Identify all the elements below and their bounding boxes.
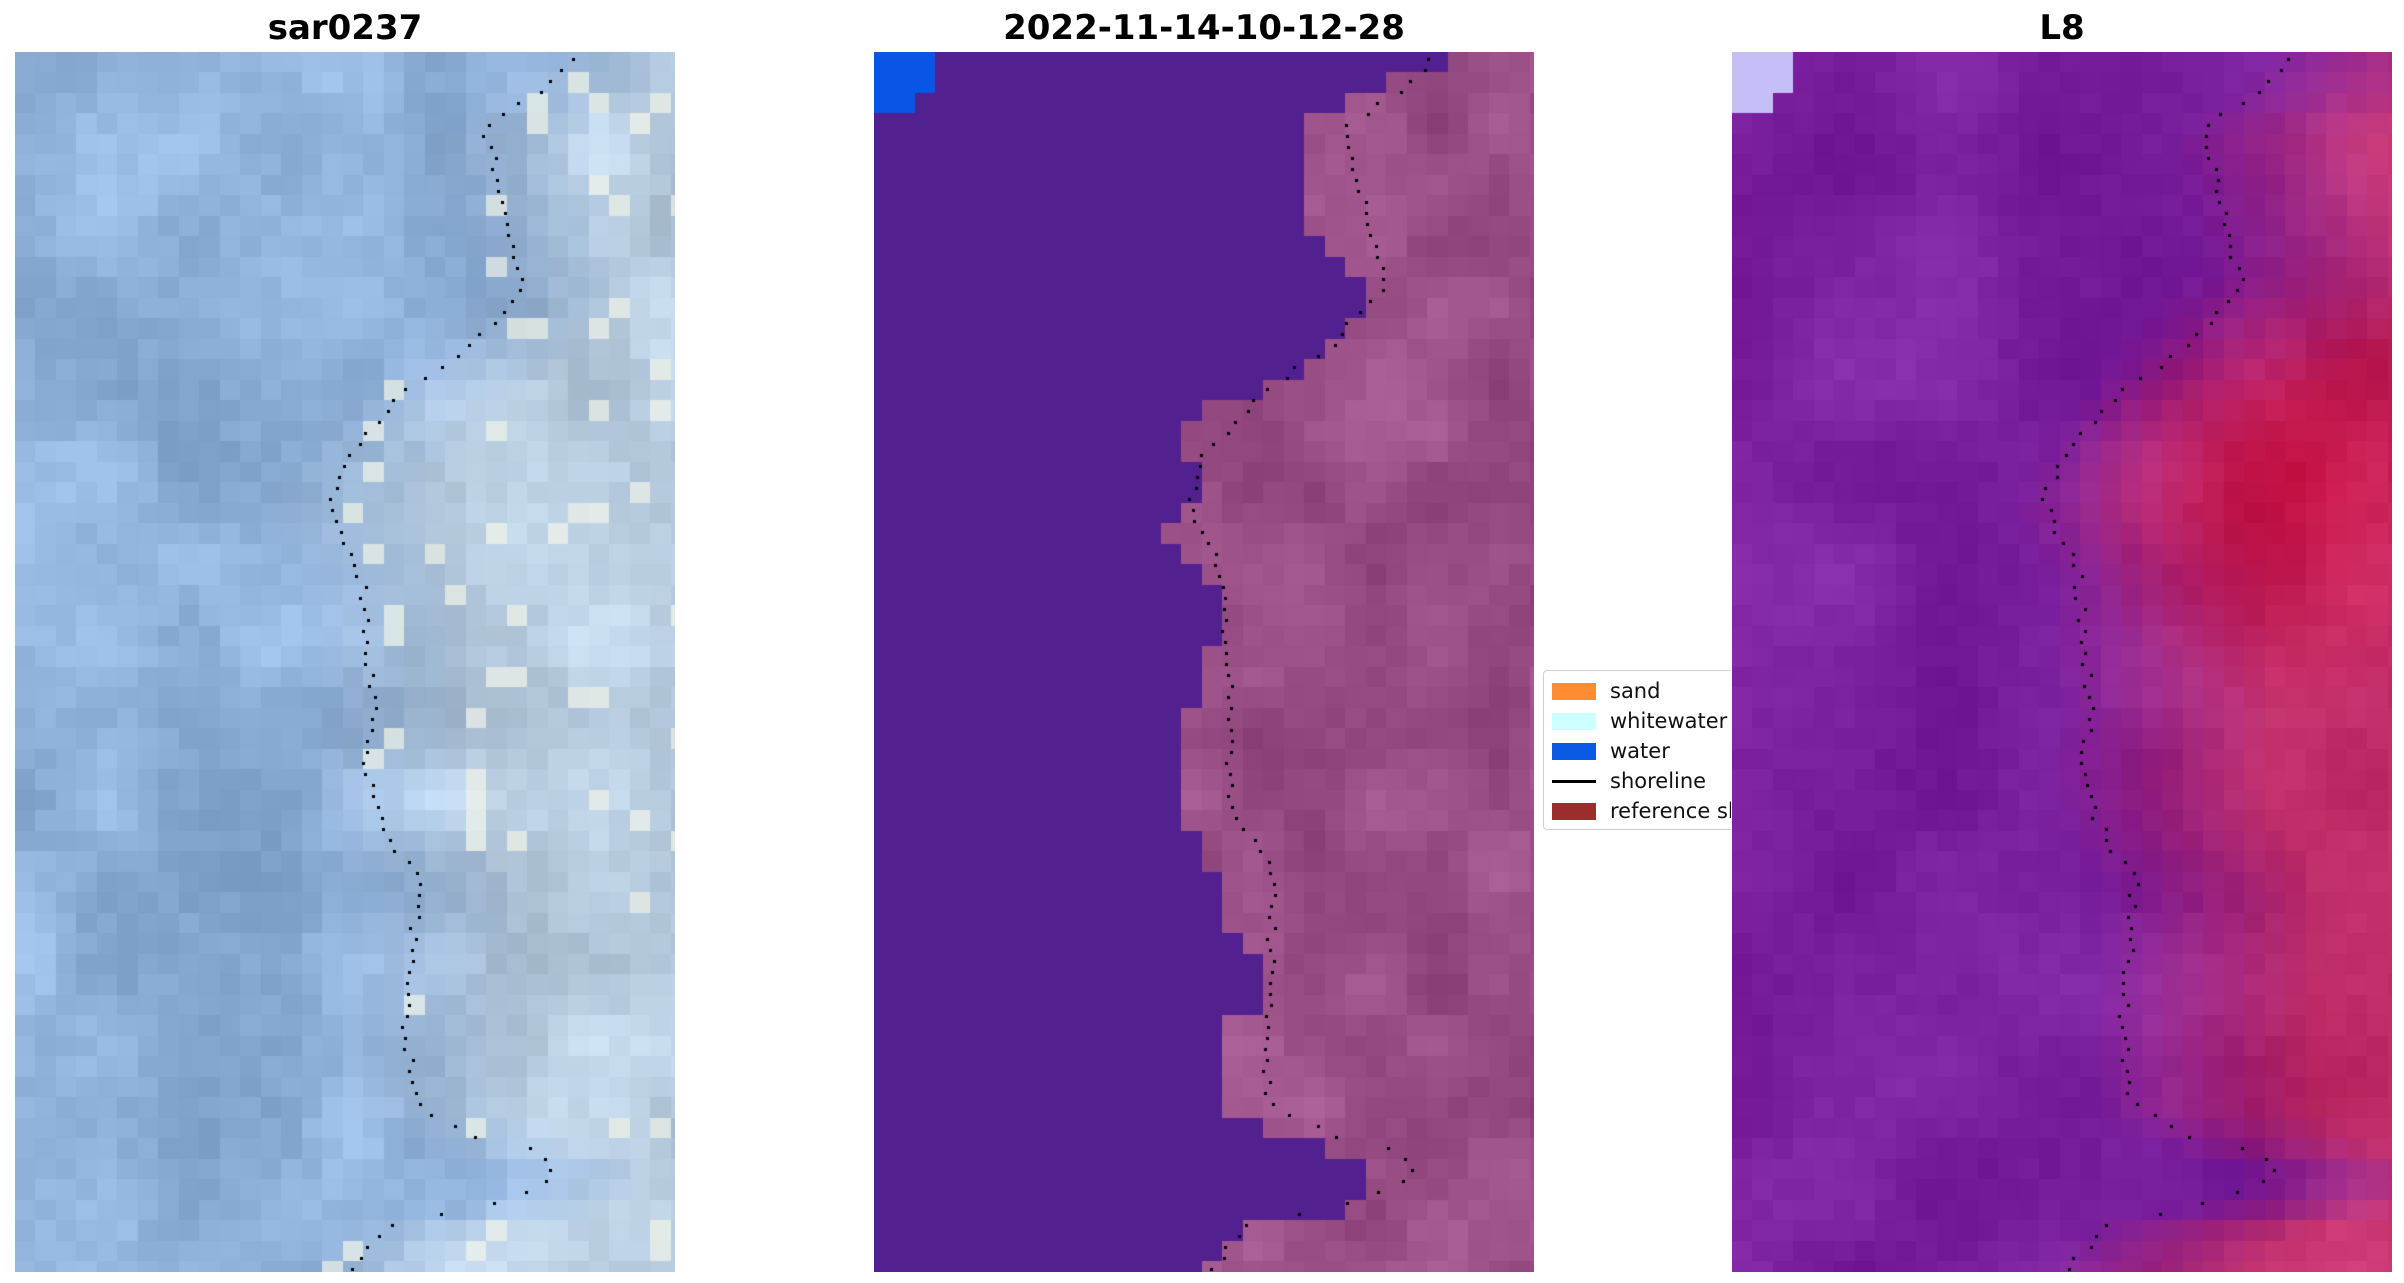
legend-swatch-reference-shoreline [1552,803,1596,820]
legend-item-reference-shoreline: reference sl [1544,795,1731,825]
legend-label-whitewater: whitewater [1610,709,1728,733]
panel-title-l8: L8 [2039,8,2085,48]
legend: sand whitewater water shoreline referenc… [1543,670,1731,830]
legend-item-water: water [1544,735,1731,765]
legend-label-reference-shoreline: reference sl [1610,799,1731,823]
panel-title-date: 2022-11-14-10-12-28 [1003,8,1405,48]
legend-swatch-sand [1552,683,1596,700]
index-image-panel [1732,52,2392,1272]
legend-label-sand: sand [1610,679,1661,703]
legend-swatch-water [1552,743,1596,760]
legend-label-water: water [1610,739,1670,763]
legend-item-whitewater: whitewater [1544,705,1731,735]
rgb-image-panel [15,52,675,1272]
legend-item-shoreline: shoreline [1544,765,1731,795]
legend-swatch-whitewater [1552,713,1596,730]
legend-line-shoreline [1552,780,1596,783]
panel-title-sar0237: sar0237 [267,8,423,48]
legend-item-sand: sand [1544,675,1731,705]
classified-image-panel [874,52,1534,1272]
legend-label-shoreline: shoreline [1610,769,1707,793]
